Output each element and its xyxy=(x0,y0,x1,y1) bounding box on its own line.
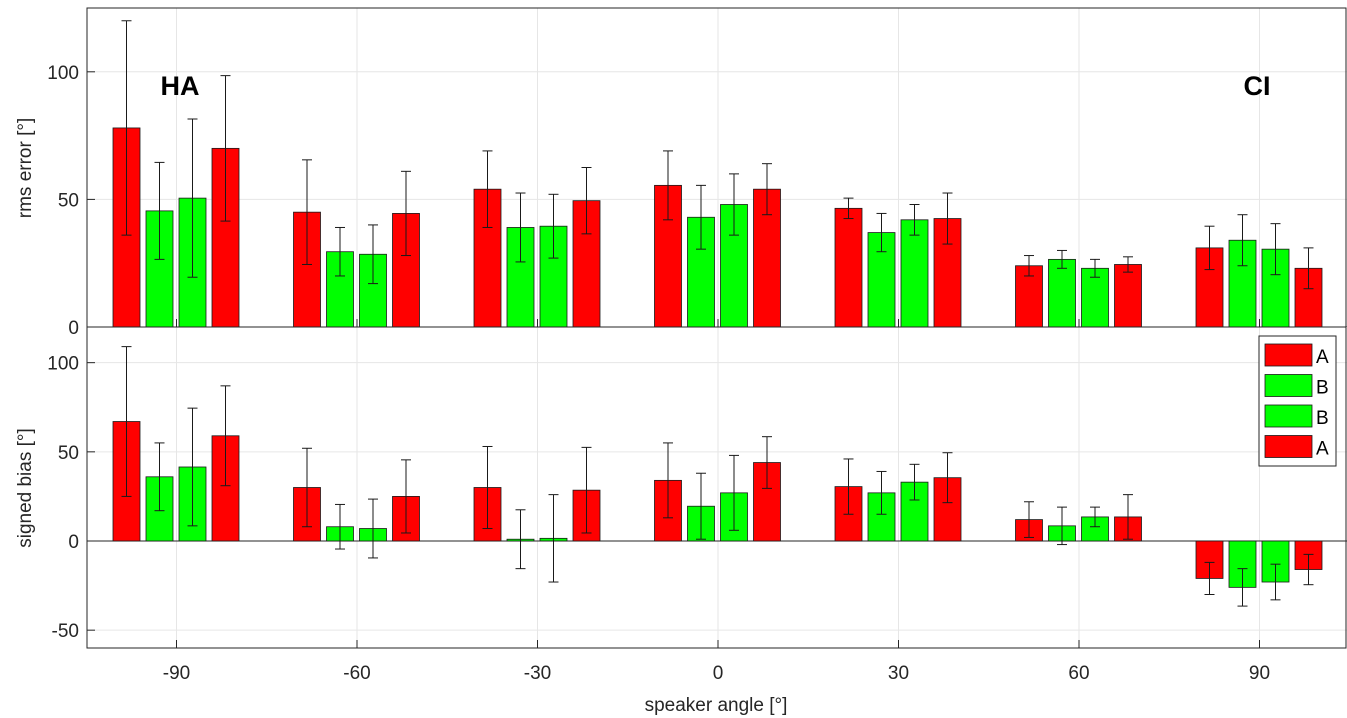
axes-box xyxy=(86,326,1347,649)
y-tick-label: 100 xyxy=(47,63,79,84)
bar xyxy=(834,207,863,328)
x-tick-label: -90 xyxy=(163,663,190,684)
x-tick-label: 90 xyxy=(1249,663,1270,684)
legend-swatch xyxy=(1264,343,1313,367)
x-axis-label: speaker angle [°] xyxy=(645,695,788,716)
y-tick-label: 50 xyxy=(58,190,79,211)
x-tick-label: 60 xyxy=(1068,663,1089,684)
y-axis-label: rms error [°] xyxy=(15,118,36,218)
bar xyxy=(1081,267,1109,328)
legend-label: B xyxy=(1316,378,1329,399)
annotation-ha: HA xyxy=(161,71,200,101)
legend-swatch xyxy=(1264,374,1313,397)
legend-swatch xyxy=(1264,435,1313,458)
x-tick-label: 0 xyxy=(713,663,724,684)
plot-area xyxy=(87,8,1347,327)
legend-label: B xyxy=(1316,408,1329,429)
y-tick-label: 50 xyxy=(58,443,79,464)
legend-swatch xyxy=(1264,404,1313,428)
annotation-ci: CI xyxy=(1244,71,1271,101)
y-axis-label: signed bias [°] xyxy=(15,428,36,548)
x-tick-label: 30 xyxy=(888,663,909,684)
x-tick-label: -60 xyxy=(343,663,370,684)
y-tick-label: 0 xyxy=(68,532,79,553)
y-tick-label: 100 xyxy=(47,354,79,375)
signed-bias-panel: -50 0 50 100 signed bias [°] -90 -60 -30 0 30 60 90 xyxy=(15,326,1347,684)
bar xyxy=(1048,258,1076,328)
bar xyxy=(1114,264,1142,328)
rms-error-panel: 0 50 100 rms error [°] HA CI xyxy=(15,7,1347,339)
bar xyxy=(900,219,929,328)
x-tick-label: -30 xyxy=(524,663,551,684)
y-tick-label: -50 xyxy=(52,621,79,642)
bar xyxy=(1228,540,1257,588)
plot-area xyxy=(87,327,1347,648)
y-tick-label: 0 xyxy=(68,318,79,339)
legend-label: A xyxy=(1316,347,1329,368)
legend-label: A xyxy=(1316,439,1329,460)
